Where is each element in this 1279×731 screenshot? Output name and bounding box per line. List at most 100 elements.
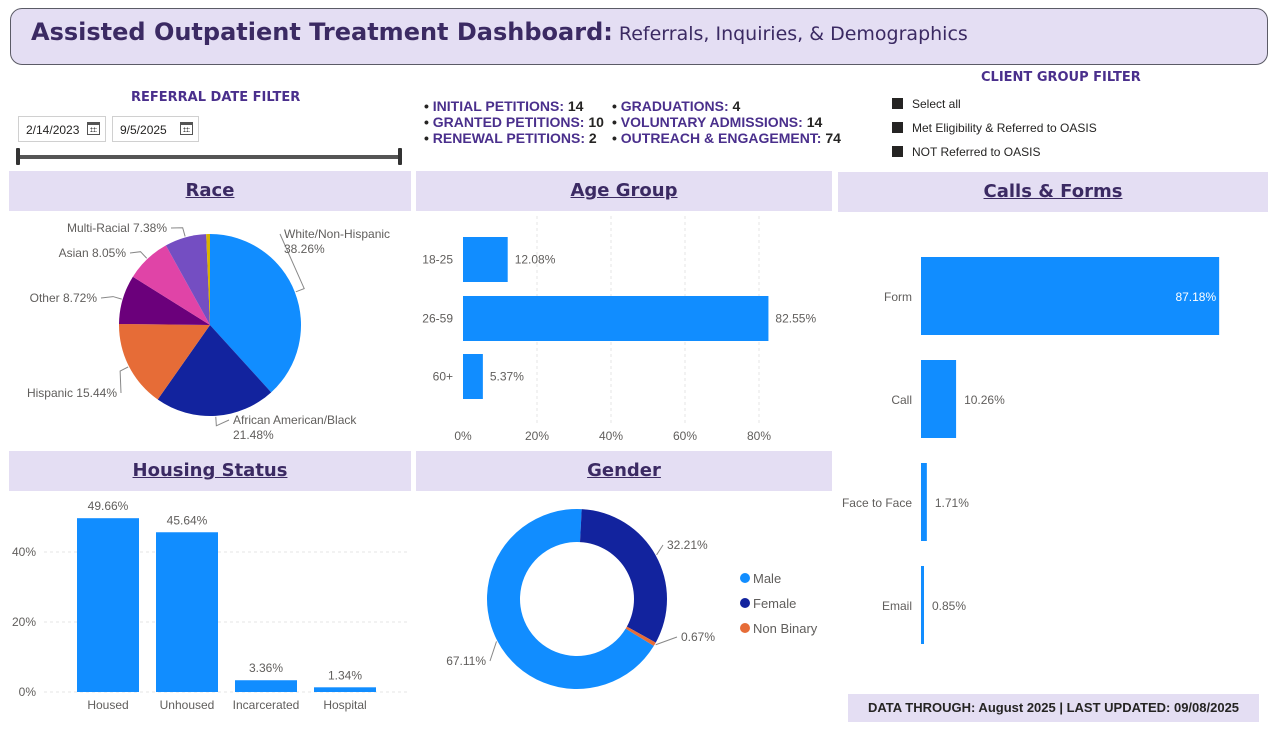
client-group-filter-title: CLIENT GROUP FILTER — [981, 70, 1141, 85]
y-category-label: Call — [891, 393, 912, 407]
x-tick-label: 80% — [747, 429, 771, 443]
slice-value-label: 21.48% — [233, 428, 274, 442]
slice-label: Other 8.72% — [30, 291, 98, 305]
dashboard-header: Assisted Outpatient Treatment Dashboard:… — [10, 8, 1268, 65]
y-category-label: Face to Face — [842, 496, 912, 510]
bar-incarcerated — [235, 680, 297, 692]
x-category-label: Hospital — [323, 698, 366, 712]
pie-slice-african-american-black — [157, 325, 272, 416]
stat-renewal-petitions: • RENEWAL PETITIONS: 2 — [424, 130, 597, 146]
calls-bar-chart: Form 87.18% Call 10.26% Face to Face 1.71% Ema… — [842, 257, 1220, 644]
y-category-label: 60+ — [433, 370, 453, 384]
age-panel-header: Age Group — [416, 171, 832, 211]
slice-value-label: 32.21% — [667, 538, 708, 552]
bar-data-label: 82.55% — [775, 312, 816, 326]
x-category-label: Housed — [87, 698, 128, 712]
title-text: Assisted Outpatient Treatment Dashboard: — [31, 18, 613, 46]
slice-value-label: 67.11% — [446, 654, 486, 668]
leader-line — [100, 296, 122, 300]
x-tick-label: 20% — [525, 429, 549, 443]
bar-data-label: 3.36% — [249, 661, 283, 675]
page-title: Assisted Outpatient Treatment Dashboard:… — [31, 18, 968, 46]
leader-line — [489, 641, 497, 662]
date-filter-title: REFERRAL DATE FILTER — [131, 90, 301, 105]
x-tick-label: 0% — [454, 429, 472, 443]
legend-marker — [740, 573, 750, 583]
start-date-value: 2/14/2023 — [26, 123, 80, 137]
donut-slice-female — [579, 509, 667, 643]
start-date-input[interactable]: 2/14/2023 — [18, 116, 106, 142]
slice-value-label: 0.67% — [681, 630, 715, 644]
bar-unhoused — [156, 532, 218, 692]
bar-data-label: 0.85% — [932, 599, 966, 613]
donut-slice-non-binary — [625, 626, 656, 646]
y-category-label: Form — [884, 290, 912, 304]
leader-line — [656, 544, 664, 556]
bar-data-label: 5.37% — [490, 370, 524, 384]
bar-26-59 — [463, 296, 769, 341]
bar-18-25 — [463, 237, 508, 282]
gender-panel-header: Gender — [416, 451, 832, 491]
bar-call — [921, 360, 957, 438]
stat-initial-petitions: • INITIAL PETITIONS: 14 — [424, 98, 584, 114]
checkbox[interactable] — [892, 122, 903, 133]
stat-voluntary-admissions: • VOLUNTARY ADMISSIONS: 14 — [612, 114, 823, 130]
end-date-input[interactable]: 9/5/2025 — [112, 116, 199, 142]
legend-label: Male — [753, 571, 781, 586]
client-group-option-not-referred[interactable]: NOT Referred to OASIS — [892, 145, 1041, 159]
slider-end-handle[interactable] — [398, 148, 402, 165]
donut-slice-male — [487, 509, 654, 689]
stat-granted-petitions: • GRANTED PETITIONS: 10 — [424, 114, 604, 130]
slice-label: Hispanic 15.44% — [27, 386, 117, 400]
client-group-option-met-eligibility[interactable]: Met Eligibility & Referred to OASIS — [892, 121, 1097, 135]
pie-slice-unlabeled — [206, 234, 210, 325]
bar-data-label: 12.08% — [515, 253, 556, 267]
leader-line — [279, 233, 305, 293]
bar-data-label: 49.66% — [88, 499, 129, 513]
bar-data-label: 1.71% — [935, 496, 969, 510]
date-range-slider[interactable] — [18, 155, 400, 159]
checkbox[interactable] — [892, 98, 903, 109]
bar-data-label: 87.18% — [1175, 290, 1216, 304]
bar-data-label: 10.26% — [964, 393, 1005, 407]
legend-marker — [740, 598, 750, 608]
bar-email — [921, 566, 924, 644]
slider-start-handle[interactable] — [16, 148, 20, 165]
legend-label: Non Binary — [753, 621, 818, 636]
x-category-label: Incarcerated — [233, 698, 300, 712]
slice-label: Multi-Racial 7.38% — [67, 221, 167, 235]
housing-panel-header: Housing Status — [9, 451, 411, 491]
x-category-label: Unhoused — [160, 698, 215, 712]
leader-line — [119, 366, 129, 394]
y-category-label: 18-25 — [422, 253, 453, 267]
pie-slice-other — [119, 276, 210, 325]
y-tick-label: 20% — [12, 615, 36, 629]
end-date-value: 9/5/2025 — [120, 123, 167, 137]
bar-housed — [77, 518, 139, 692]
legend-label: Female — [753, 596, 796, 611]
y-category-label: 26-59 — [422, 312, 453, 326]
slice-label: White/Non-Hispanic — [284, 227, 390, 241]
client-group-option-select-all[interactable]: Select all — [892, 97, 961, 111]
pie-slice-multi-racial — [165, 234, 210, 325]
x-tick-label: 40% — [599, 429, 623, 443]
legend-marker — [740, 623, 750, 633]
calendar-icon[interactable] — [87, 122, 100, 135]
y-category-label: Email — [882, 599, 912, 613]
slice-value-label: 38.26% — [284, 242, 325, 256]
bar-form — [921, 257, 1220, 335]
x-tick-label: 60% — [673, 429, 697, 443]
calendar-icon[interactable] — [180, 122, 193, 135]
leader-line — [215, 416, 230, 427]
gender-donut-chart: 67.11% 32.21% 0.67% Male Female Non Binary — [446, 509, 818, 689]
bar-data-label: 45.64% — [167, 513, 208, 527]
age-bar-chart: 0% 20% 40% 60% 80% 18-25 12.08% 26-59 82.55% 60+ 5… — [422, 216, 816, 443]
checkbox[interactable] — [892, 146, 903, 157]
race-panel-header: Race — [9, 171, 411, 211]
bar-hospital — [314, 687, 376, 692]
bar-data-label: 1.34% — [328, 668, 362, 682]
y-tick-label: 40% — [12, 545, 36, 559]
leader-line — [129, 251, 148, 259]
y-tick-label: 0% — [19, 685, 37, 699]
